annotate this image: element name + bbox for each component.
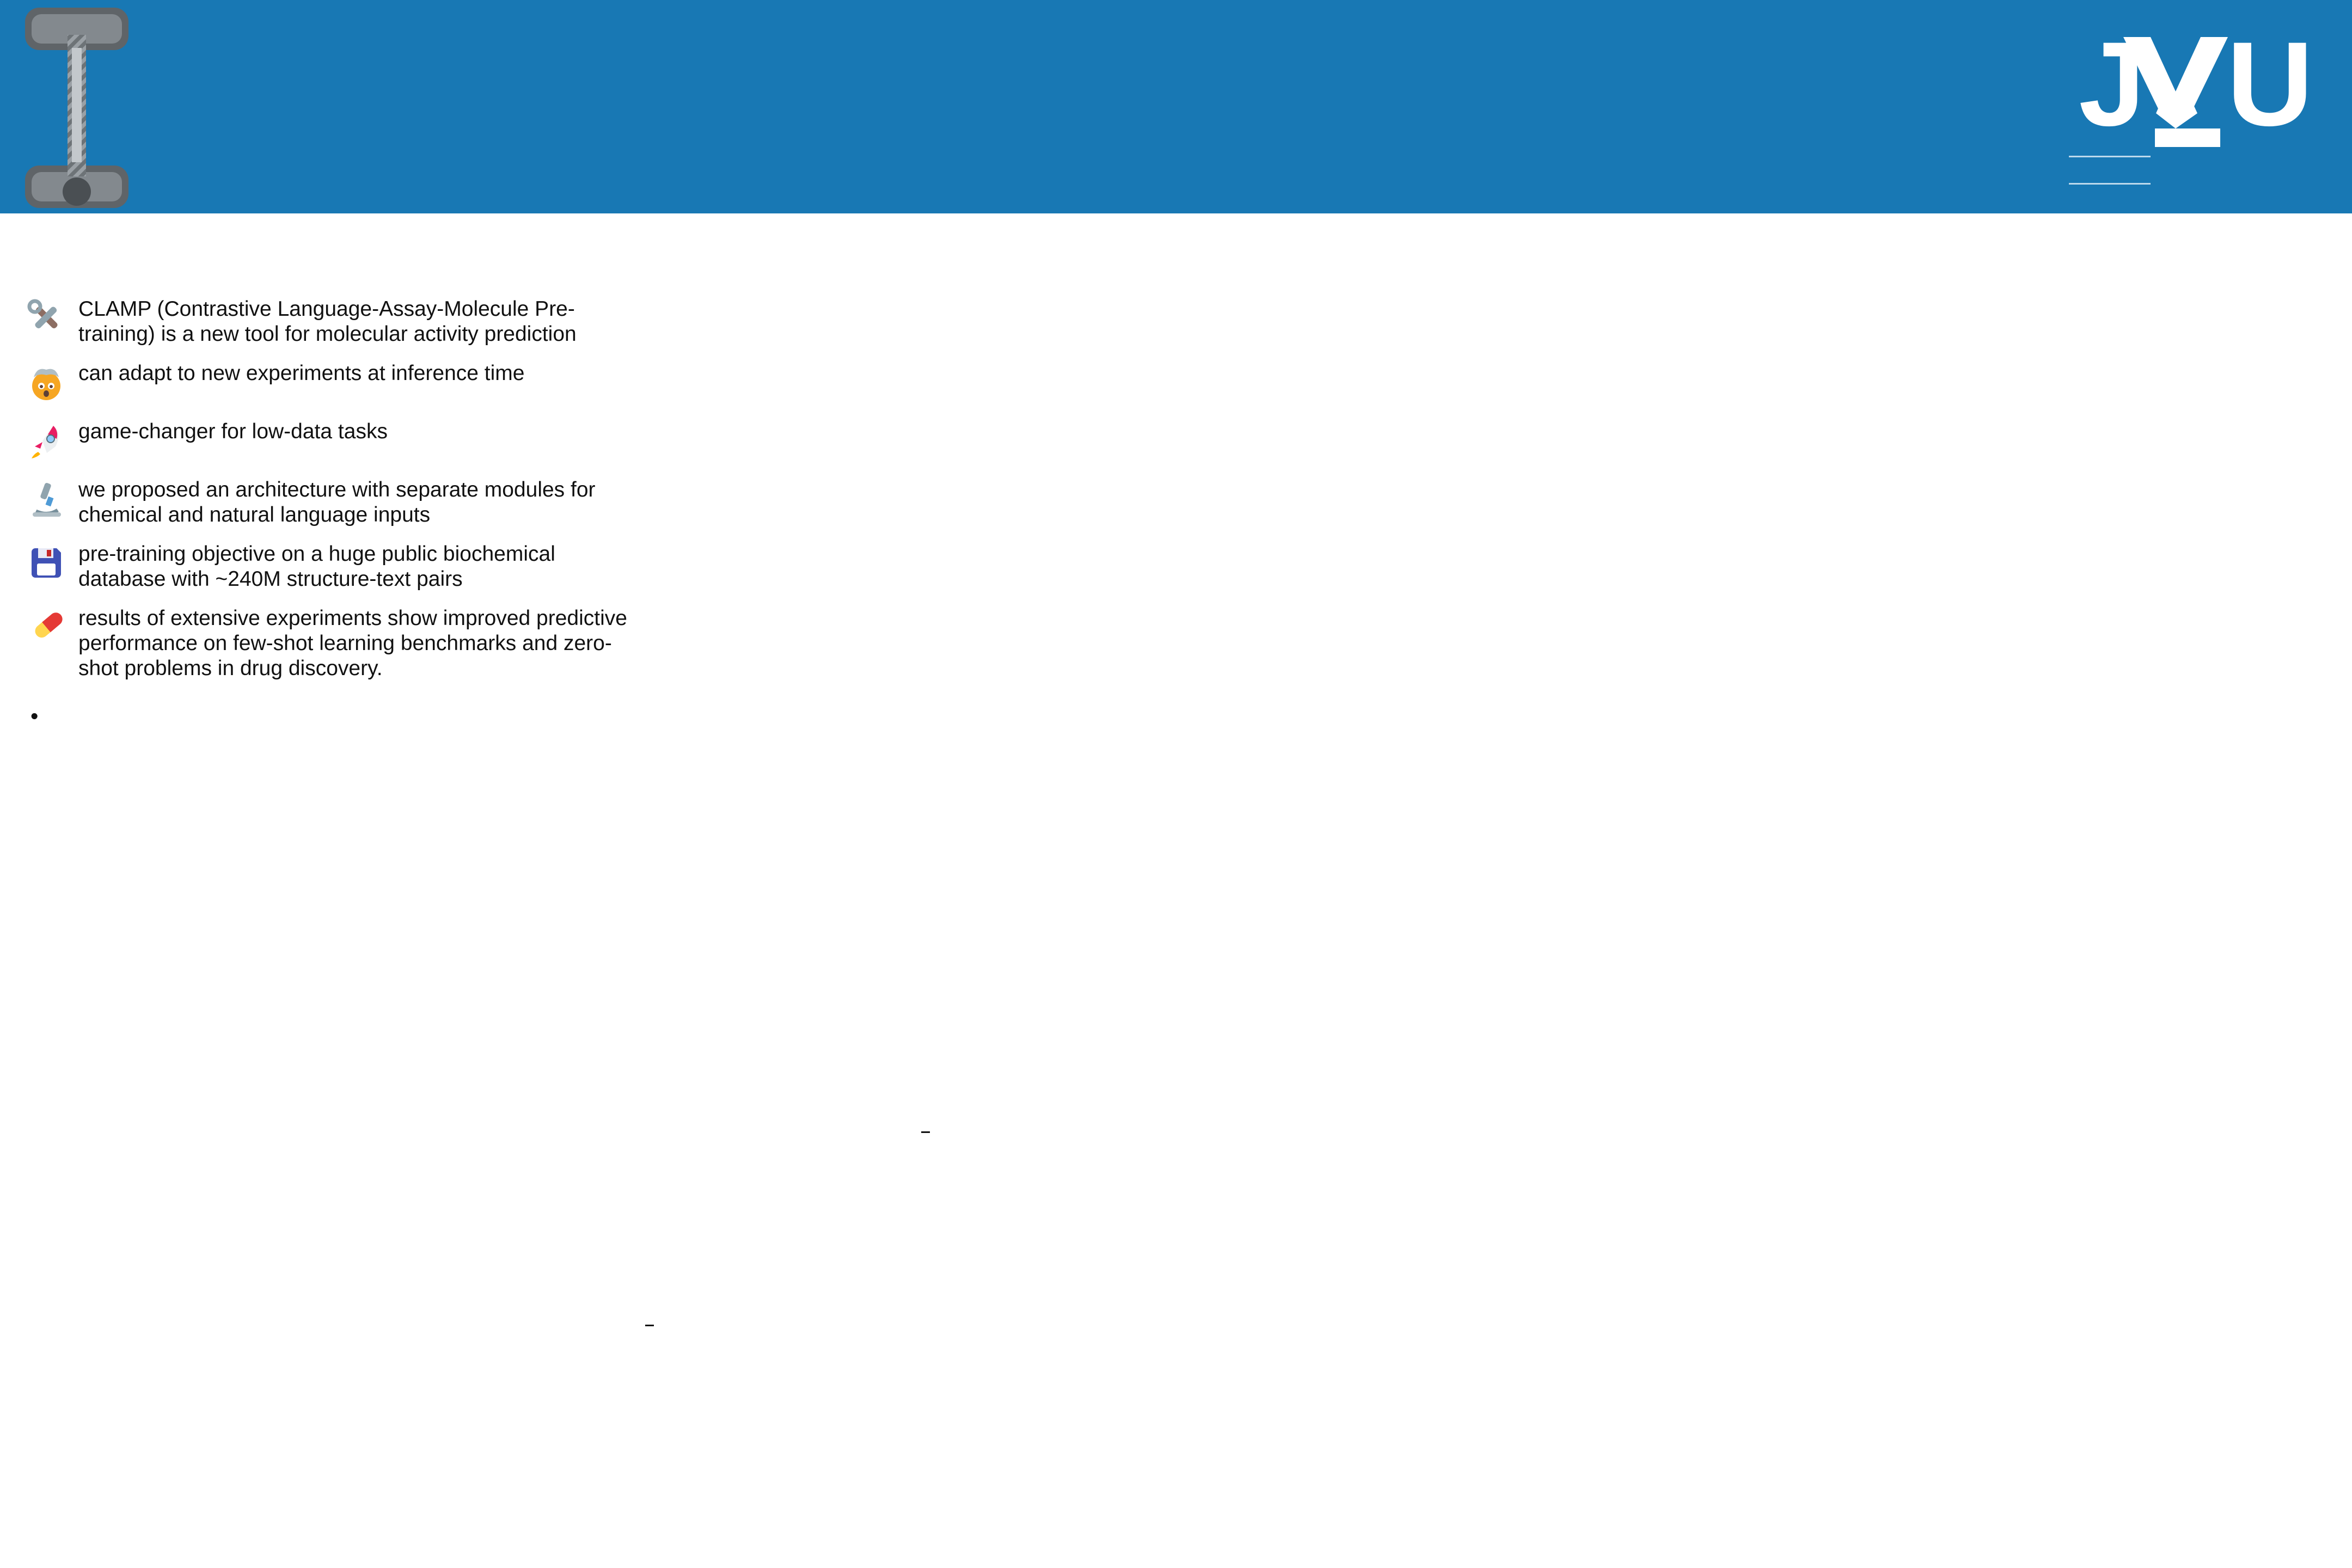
microscope-icon [26,477,78,522]
tldr-item: results of extensive experiments show im… [26,606,641,681]
formula2-num [921,1131,930,1134]
models-diagram [23,1034,644,1271]
svg-text:U: U [2227,22,2313,151]
loss-frac-num [645,1325,654,1327]
split-matrix-figure [1437,1066,1797,1474]
floppy-disk-icon [26,542,78,586]
tldr-item-text: CLAMP (Contrastive Language-Assay-Molecu… [78,297,577,346]
tldr-item-text: game-changer for low-data tasks [78,420,388,443]
tldr-list: CLAMP (Contrastive Language-Assay-Molecu… [26,297,641,695]
header-band: J U [0,0,2352,213]
method-loss-formula [645,1302,1217,1345]
exploding-head-icon [26,361,78,405]
qr-code [2134,1349,2322,1537]
tldr-item: we proposed an architecture with separat… [26,477,641,528]
clamp-figure [632,248,1780,721]
rocket-icon [26,419,78,463]
tldr-item-text: pre-training objective on a huge public … [78,542,555,591]
formula2-frac [921,1131,930,1134]
pill-icon [26,606,78,650]
tldr-item-text: we proposed an architecture with separat… [78,478,596,526]
tldr-item: CLAMP (Contrastive Language-Assay-Molecu… [26,297,641,347]
tldr-item: can adapt to new experiments at inferenc… [26,361,641,405]
intro-bullets [26,703,644,729]
tldr-item: pre-training objective on a huge public … [26,542,641,592]
retrieval-chart [1802,932,2341,1237]
tldr-item-text: results of extensive experiments show im… [78,607,627,680]
clamp-tool-icon [25,8,128,208]
violin-plot [1797,720,2341,868]
tools-icon [26,297,78,341]
method-formula2 [633,1111,1218,1141]
tldr-item-text: can adapt to new experiments at inferenc… [78,362,525,385]
jku-logo: J U [2069,22,2313,185]
tldr-item: game-changer for low-data tasks [26,419,641,463]
